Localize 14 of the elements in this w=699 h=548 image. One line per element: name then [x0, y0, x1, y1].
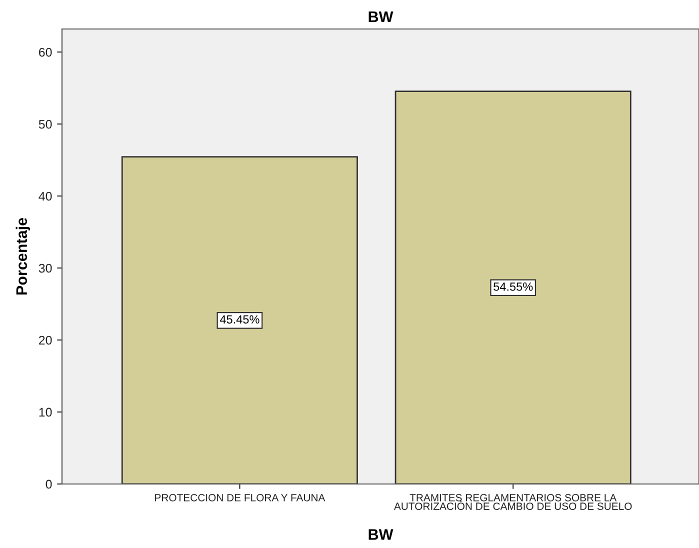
x-tick-label: PROTECCION DE FLORA Y FAUNA	[155, 494, 326, 502]
y-tick-label: 60	[39, 48, 52, 57]
data-label: 45.45%	[220, 315, 260, 324]
y-tick-label: 50	[38, 120, 52, 129]
y-tick-label: 10	[39, 408, 52, 417]
chart-title: BW	[368, 12, 394, 22]
x-axis-title: BW	[368, 529, 394, 540]
x-tick-label: TRAMITES REGLAMENTARIOS SOBRE LA AUTORIZACIÓN DE CAMBIO DE USO DE SUELO	[394, 494, 632, 510]
y-tick-label: 40	[38, 192, 52, 201]
data-label: 54.55%	[494, 282, 533, 291]
y-tick-label: 0	[46, 480, 52, 489]
y-axis-title: Porcentaje	[16, 218, 30, 295]
y-tick-label: 20	[39, 336, 52, 345]
y-tick-label: 30	[38, 264, 52, 273]
